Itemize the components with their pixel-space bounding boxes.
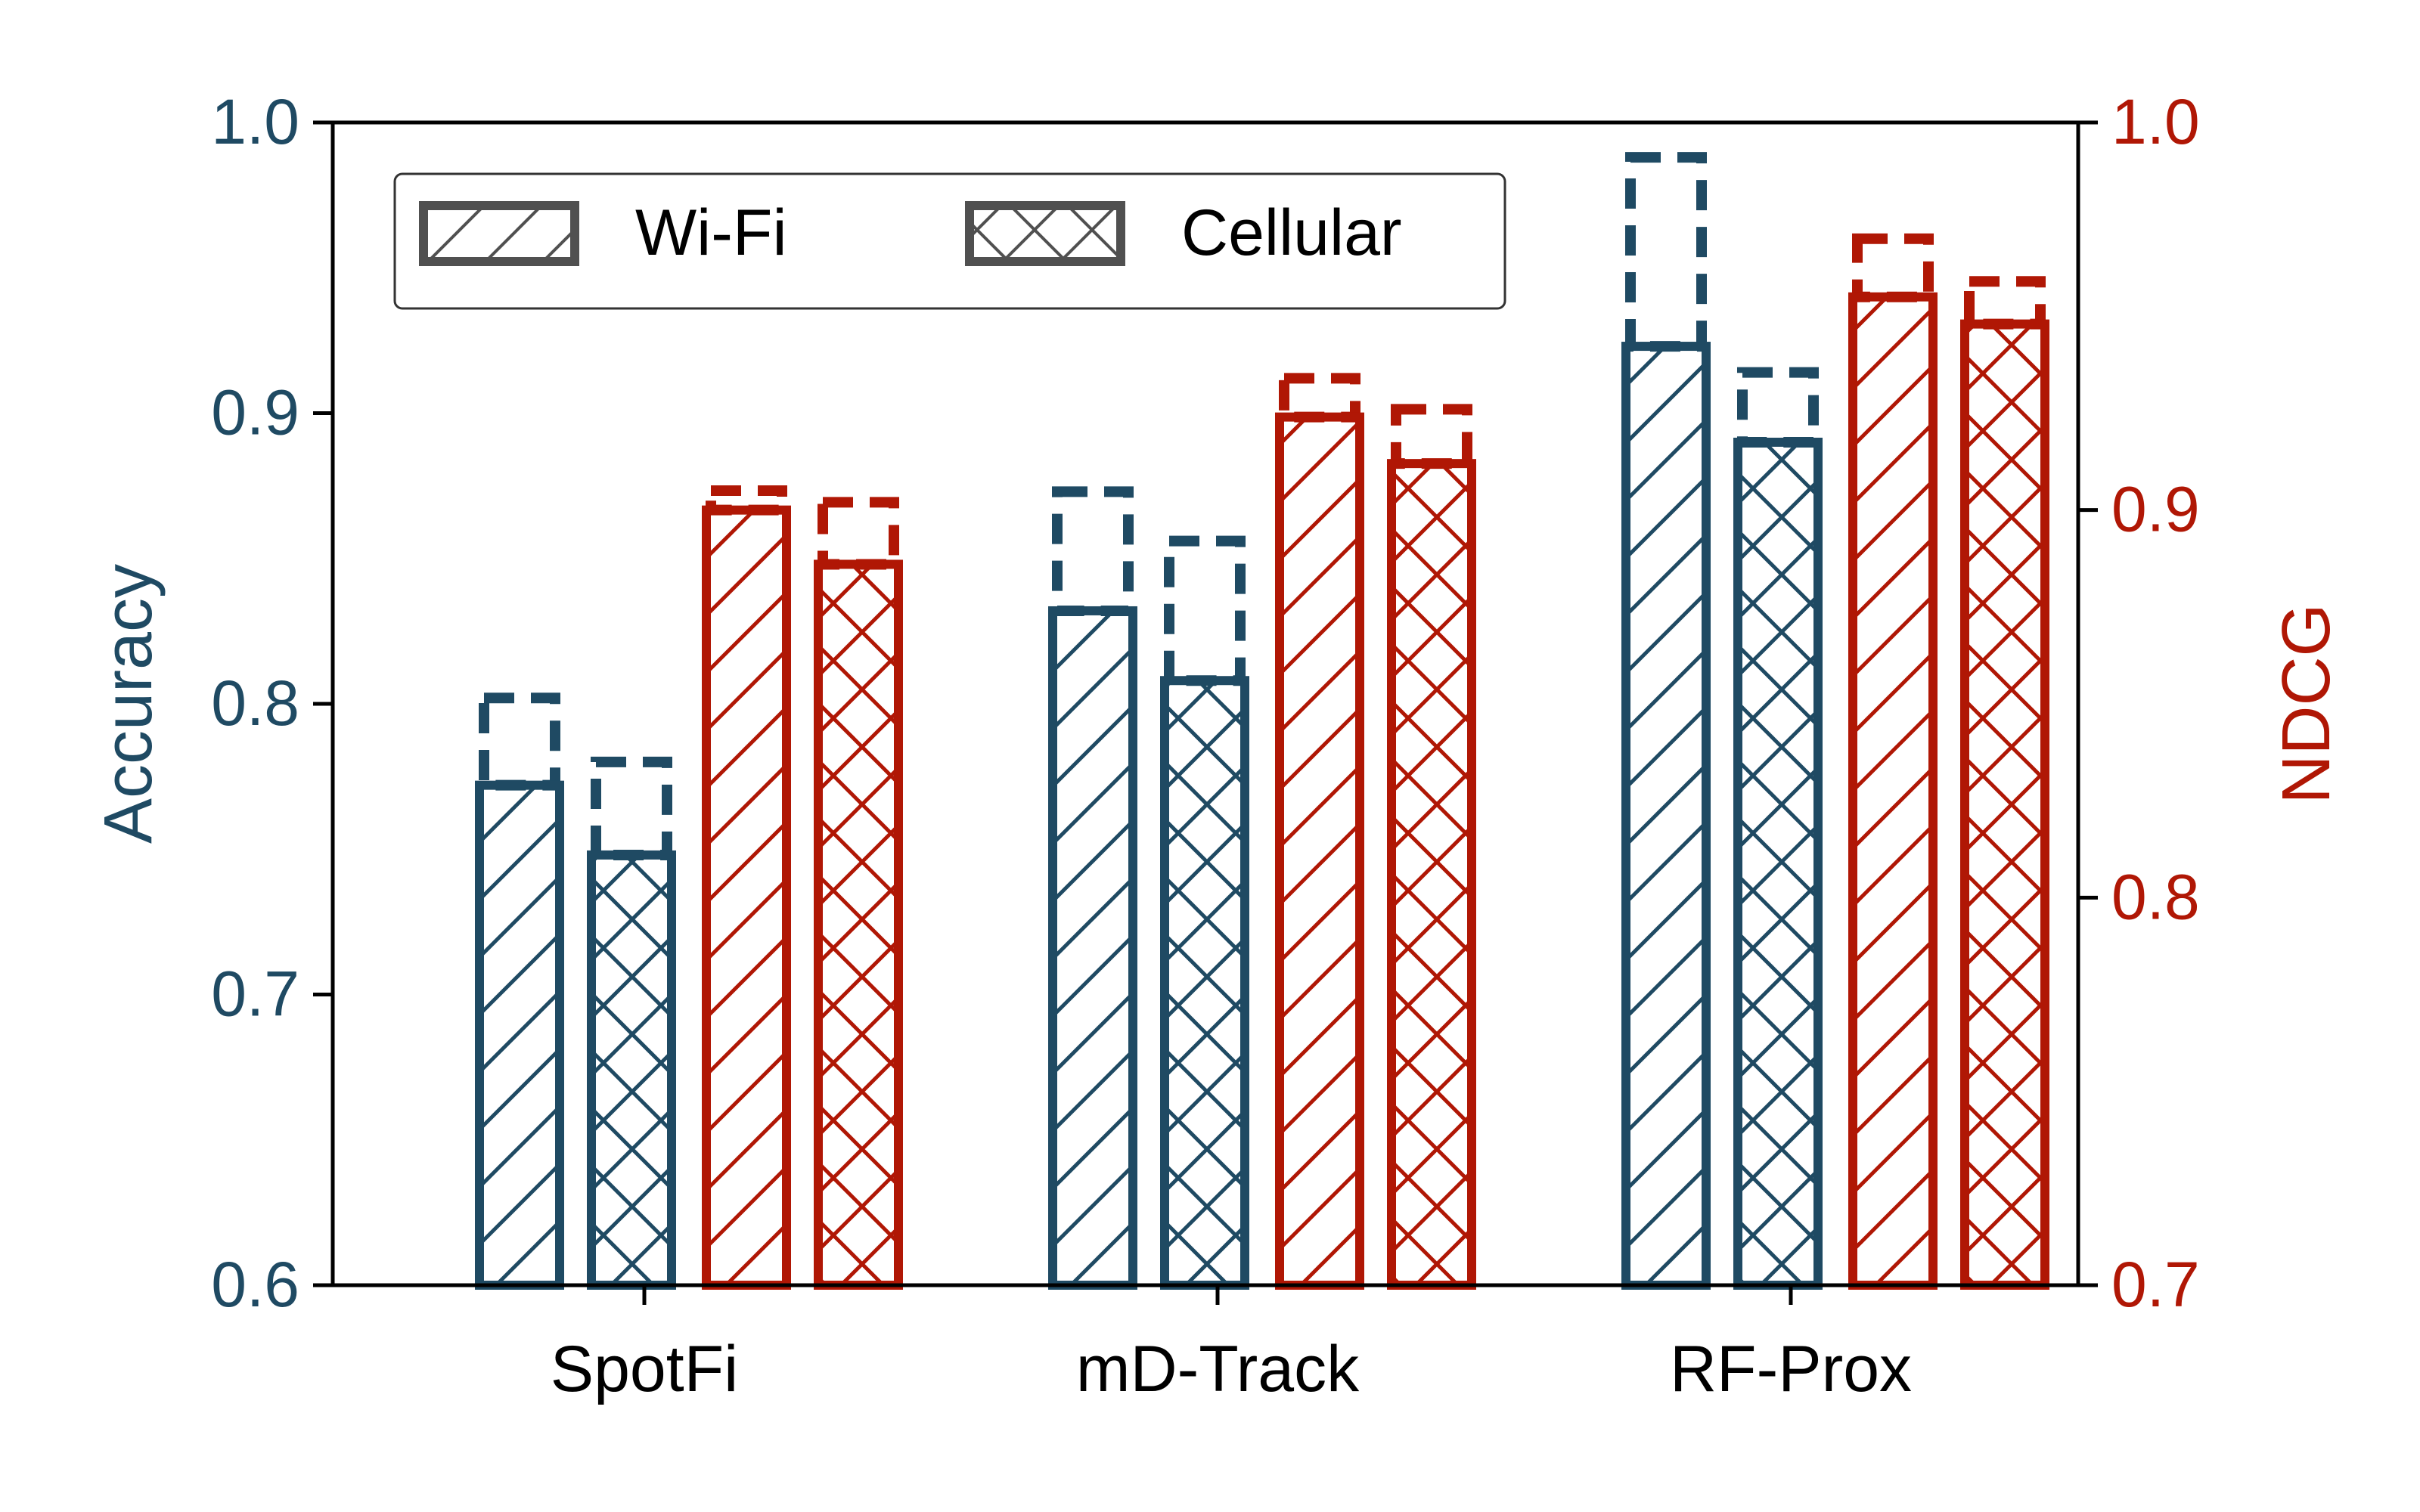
- legend: Wi-Fi Cellular: [393, 172, 1506, 310]
- bar-cellular-right-rf-prox: [1960, 319, 2049, 1290]
- bar-cellular-left-md-track: [1160, 676, 1249, 1290]
- legend-label-wi-fi: Wi-Fi: [635, 197, 787, 269]
- legend-swatch-wi-fi: [419, 201, 579, 266]
- left-tick-label: 0.8: [211, 668, 299, 739]
- right-tick-label: 1.0: [2111, 86, 2200, 157]
- x-tick-label: mD-Track: [1076, 1333, 1360, 1405]
- bar-extension-wi-fi-left-spotfi: [479, 692, 560, 791]
- bar-wi-fi-left-rf-prox: [1621, 342, 1711, 1290]
- right-tick-label: 0.8: [2111, 861, 2200, 932]
- bar-extension-wi-fi-left-md-track: [1052, 486, 1134, 616]
- y-axis-left-title: Accuracy: [91, 564, 166, 844]
- bar-cellular-right-md-track: [1387, 459, 1476, 1290]
- bar-cellular-right-spotfi: [814, 559, 903, 1290]
- bar-extension-wi-fi-right-rf-prox: [1852, 233, 1934, 302]
- left-tick-label: 0.7: [211, 959, 299, 1030]
- right-tick-label: 0.9: [2111, 474, 2200, 545]
- bar-wi-fi-left-spotfi: [475, 780, 564, 1290]
- legend-swatch-cellular: [965, 201, 1125, 266]
- bar-extension-cellular-right-md-track: [1391, 404, 1472, 469]
- bar-cellular-left-rf-prox: [1733, 437, 1823, 1290]
- legend-label-cellular: Cellular: [1181, 197, 1402, 269]
- bar-extension-cellular-left-spotfi: [591, 756, 672, 860]
- right-tick-label: 0.7: [2111, 1249, 2200, 1320]
- bar-wi-fi-right-md-track: [1275, 412, 1364, 1290]
- left-tick-label: 1.0: [211, 86, 299, 157]
- bar-extension-wi-fi-left-rf-prox: [1625, 152, 1707, 352]
- bar-extension-wi-fi-right-md-track: [1279, 373, 1360, 423]
- bars-group: [475, 152, 2049, 1290]
- bar-cellular-left-spotfi: [587, 850, 676, 1290]
- bar-extension-cellular-left-md-track: [1164, 535, 1246, 686]
- bar-extension-cellular-left-rf-prox: [1737, 367, 1819, 448]
- y-axis-right-title: NDCG: [2269, 604, 2344, 804]
- axes-group: 0.6 0.7 0.8 0.9 1.0 0.7 0.8 0.9 1.0 SpotFi mD-Trac…: [91, 86, 2344, 1405]
- bar-wi-fi-left-md-track: [1048, 606, 1137, 1290]
- bar-wi-fi-right-spotfi: [702, 505, 791, 1290]
- bar-wi-fi-right-rf-prox: [1848, 292, 1938, 1290]
- legend-box: [393, 172, 1506, 310]
- left-tick-label: 0.6: [211, 1249, 299, 1320]
- bar-extension-cellular-right-rf-prox: [1964, 276, 2046, 330]
- bar-extension-cellular-right-spotfi: [818, 497, 899, 570]
- x-tick-label: SpotFi: [551, 1333, 739, 1405]
- x-tick-label: RF-Prox: [1670, 1333, 1912, 1405]
- left-tick-label: 0.9: [211, 377, 299, 448]
